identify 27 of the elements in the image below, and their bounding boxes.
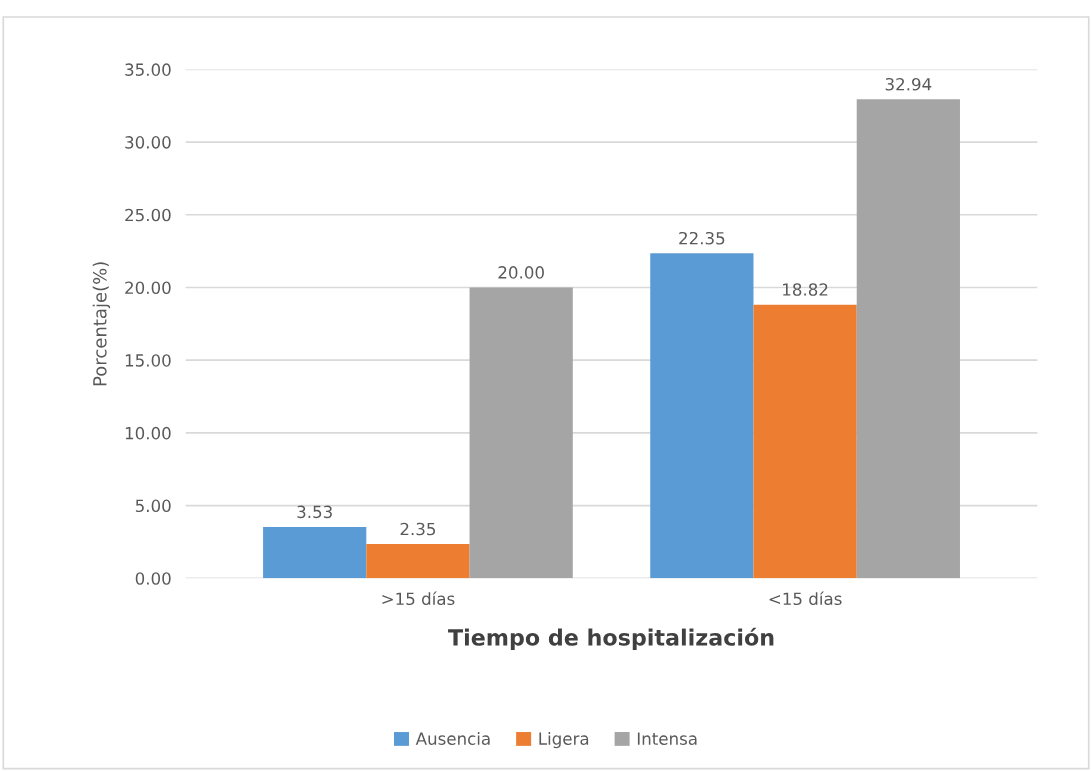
bar: [856, 99, 960, 579]
y-tick-label: 25.00: [125, 208, 171, 222]
x-tick-label: >15 días: [382, 591, 455, 606]
y-tick-label: 20.00: [125, 281, 171, 295]
y-tick-label: 30.00: [125, 136, 171, 149]
bar: [263, 526, 367, 579]
data-label: 3.53: [297, 505, 332, 519]
data-label: 22.35: [679, 231, 725, 245]
y-tick-label: 35.00: [125, 63, 171, 76]
bar: [650, 253, 754, 579]
y-tick-label: 5.00: [135, 499, 171, 513]
bar: [753, 304, 857, 579]
x-axis-title: Tiempo de hospitalización: [448, 627, 774, 651]
y-tick-label: 0.00: [135, 572, 171, 585]
y-axis-title: Porcentaje(%): [92, 262, 111, 386]
x-tick-label: <15 días: [769, 591, 842, 606]
bar: [366, 544, 470, 579]
y-tick-label: 10.00: [125, 426, 171, 440]
legend-label: Ausencia: [415, 732, 490, 745]
data-label: 2.35: [400, 522, 436, 536]
bar: [469, 287, 573, 579]
data-label: 20.00: [498, 266, 544, 279]
legend-label: Intensa: [637, 732, 697, 745]
legend-label: Ligera: [539, 732, 589, 749]
y-tick-label: 15.00: [125, 354, 171, 367]
data-label: 32.94: [885, 77, 932, 91]
data-label: 18.82: [783, 283, 828, 296]
